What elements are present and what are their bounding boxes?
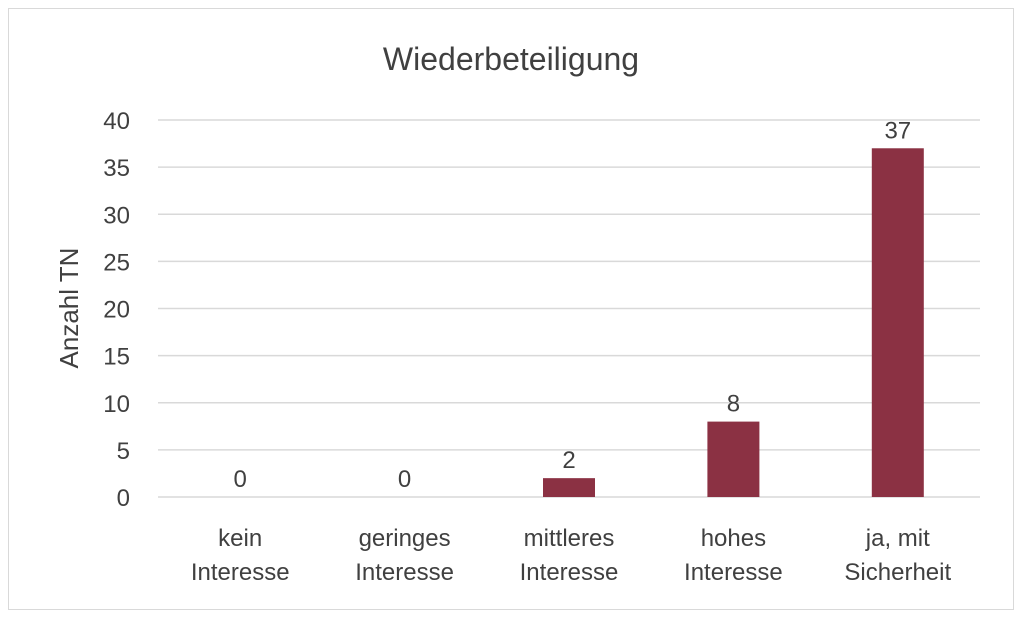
y-tick-label: 20 <box>103 297 130 324</box>
y-tick-label: 0 <box>117 485 130 512</box>
y-tick-label: 40 <box>103 108 130 135</box>
y-tick-label: 10 <box>103 391 130 418</box>
y-axis-label: Anzahl TN <box>54 248 84 369</box>
category-label: Interesse <box>520 559 619 586</box>
y-tick-label: 35 <box>103 155 130 182</box>
category-labels: kein Interesse geringes Interesse mittleres I… <box>191 525 952 586</box>
y-tick-labels: 0 5 10 15 20 25 30 35 40 <box>103 108 130 512</box>
category-label: Interesse <box>191 559 290 586</box>
category-label: Interesse <box>684 559 783 586</box>
category-label: geringes <box>359 525 451 552</box>
category-label: Sicherheit <box>844 559 951 586</box>
bar <box>543 478 595 497</box>
y-tick-label: 5 <box>117 438 130 465</box>
bar <box>871 148 924 497</box>
data-labels: 0 0 2 8 37 <box>234 117 912 493</box>
bars <box>543 148 924 497</box>
category-label: kein <box>218 525 262 552</box>
y-tick-label: 30 <box>103 202 130 229</box>
data-label: 2 <box>562 447 575 474</box>
category-label: hohes <box>701 525 766 552</box>
data-label: 0 <box>398 466 411 493</box>
y-tick-label: 25 <box>103 249 130 276</box>
data-label: 37 <box>884 117 911 144</box>
category-label: ja, mit <box>865 525 930 552</box>
gridlines <box>158 119 980 498</box>
category-label: Interesse <box>355 559 454 586</box>
chart-title: Wiederbeteiligung <box>383 41 639 77</box>
category-label: mittleres <box>524 525 615 552</box>
data-label: 0 <box>234 466 247 493</box>
y-tick-label: 15 <box>103 344 130 371</box>
data-label: 8 <box>727 391 740 418</box>
bar <box>707 421 760 497</box>
